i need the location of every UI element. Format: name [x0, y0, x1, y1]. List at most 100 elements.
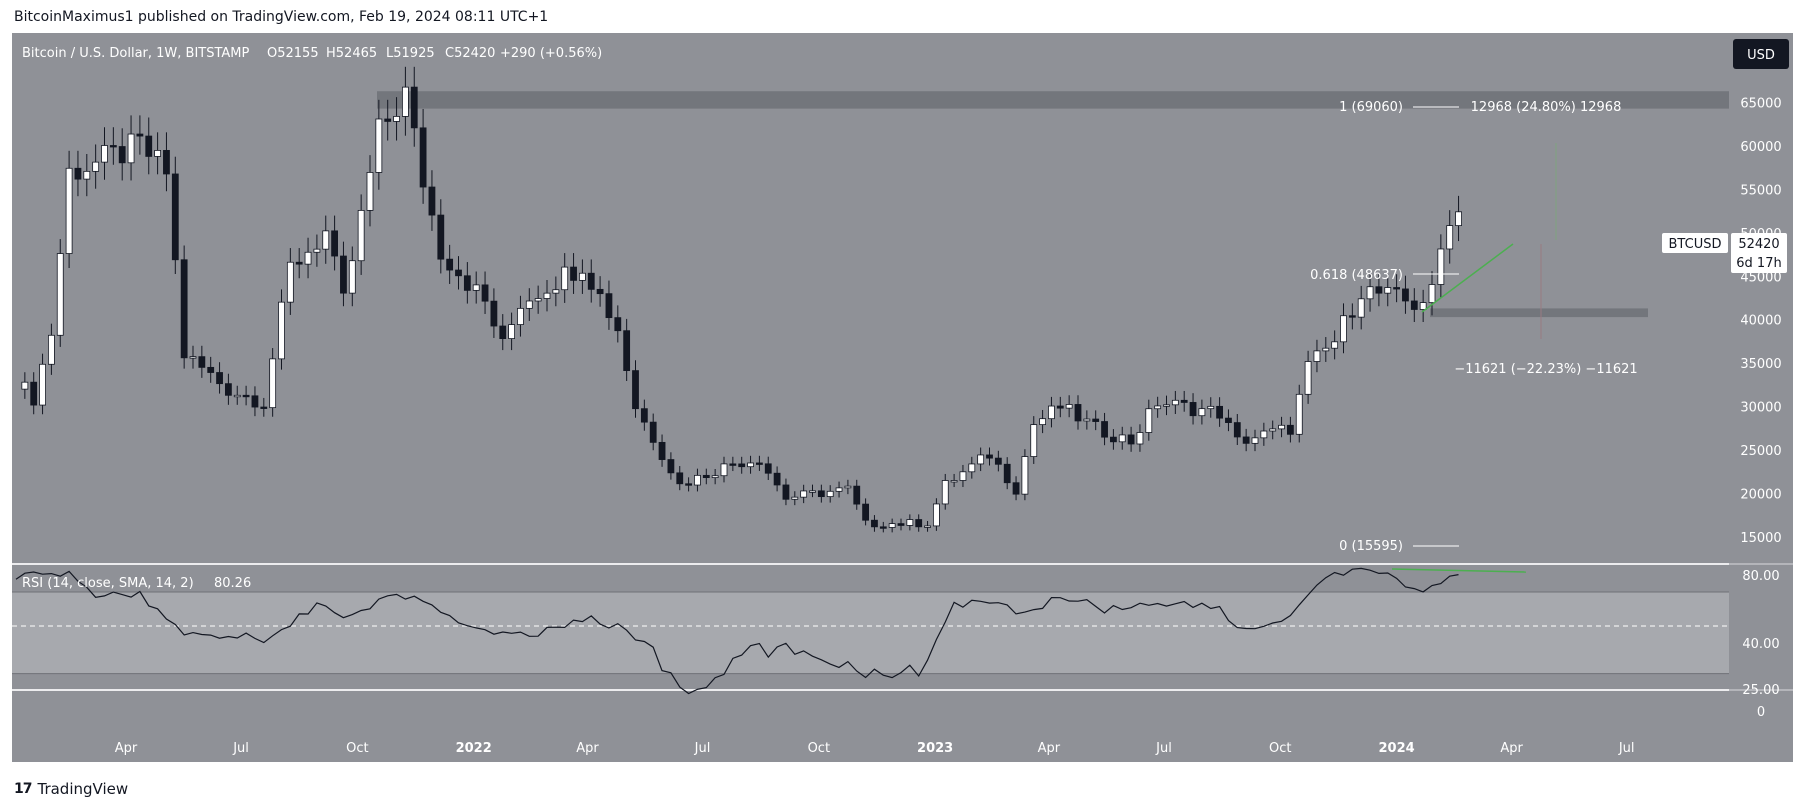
candle-body: [1110, 436, 1117, 443]
last-price-tag: BTCUSD 52420 6d 17h: [1662, 233, 1787, 273]
rsi-axis-ticks: 80.00 40.00 25.00 0: [1742, 569, 1779, 720]
time-tick-label: 2024: [1379, 741, 1415, 756]
candle-body: [543, 292, 551, 299]
candle-body: [1003, 463, 1011, 484]
candle-body: [1304, 361, 1312, 395]
candle-body: [463, 275, 471, 291]
candle-body: [233, 394, 241, 398]
candle-body: [437, 214, 445, 260]
rsi-band: [12, 592, 1729, 674]
candle-body: [1269, 428, 1277, 432]
legend-low: L51925: [386, 46, 435, 61]
candle-body: [1455, 211, 1462, 227]
candle-body: [455, 269, 462, 277]
candle-body: [968, 463, 976, 473]
candle-body: [154, 150, 162, 157]
candle-body: [393, 116, 400, 122]
candle-body: [897, 523, 905, 526]
candle-body: [570, 266, 577, 281]
candle-body: [596, 288, 604, 295]
candle-body: [826, 490, 834, 498]
candle-body: [694, 474, 701, 486]
candle-body: [941, 480, 949, 505]
candle-body: [375, 118, 383, 173]
main-pane-background: [12, 33, 1729, 563]
price-tag-symbol: BTCUSD: [1669, 237, 1722, 252]
candle-body: [260, 406, 268, 409]
candle-body: [180, 259, 188, 359]
candle-body: [835, 487, 843, 492]
candle-body: [782, 484, 790, 500]
candle-body: [1366, 286, 1374, 300]
candle-body: [702, 474, 710, 479]
candle-body: [888, 523, 896, 528]
currency-button[interactable]: USD: [1733, 39, 1789, 69]
price-tick-label: 40000: [1740, 314, 1781, 329]
candle-body: [490, 300, 498, 327]
candle-body: [986, 454, 993, 459]
candle-body: [1074, 404, 1082, 422]
price-tick-label: 55000: [1740, 183, 1781, 198]
legend-close: C52420: [445, 46, 495, 61]
candle-body: [773, 472, 781, 486]
candle-body: [304, 251, 312, 265]
candle-body: [1446, 225, 1454, 250]
candle-body: [171, 173, 179, 261]
candle-body: [340, 255, 347, 294]
candle-body: [1251, 437, 1259, 444]
candle-body: [1136, 432, 1144, 445]
candle-body: [1295, 393, 1303, 435]
price-chart[interactable]: 1500020000250003000035000400004500050000…: [0, 0, 1807, 775]
candle-body: [1340, 315, 1347, 343]
time-tick-label: Apr: [1038, 741, 1061, 756]
candle-body: [1393, 287, 1400, 290]
candle-body: [605, 293, 613, 319]
candle-body: [1083, 418, 1091, 422]
time-tick-label: Jul: [1155, 741, 1172, 756]
publisher-header: BitcoinMaximus1 published on TradingView…: [14, 9, 549, 25]
time-tick-label: Oct: [346, 741, 368, 756]
measure-upper-label: 12968 (24.80%) 12968: [1471, 100, 1622, 115]
candle-body: [1092, 418, 1100, 422]
fib-level-0: 0 (15595): [1339, 539, 1459, 554]
candle-body: [711, 475, 719, 479]
candle-body: [915, 519, 923, 528]
fib-label-0: 0 (15595): [1339, 539, 1403, 554]
candle-body: [1198, 408, 1206, 417]
measure-lower-label: −11621 (−22.23%) −11621: [1454, 362, 1637, 377]
time-tick-label: Oct: [1269, 741, 1291, 756]
candle-body: [1056, 405, 1064, 409]
candle-body: [101, 145, 108, 163]
fib-level-1: 1 (69060): [1339, 100, 1459, 115]
candle-body: [109, 145, 117, 148]
candle-body: [446, 258, 454, 271]
candle-body: [534, 298, 542, 302]
candle-body: [623, 330, 631, 371]
fib-label-0618: 0.618 (48637): [1310, 268, 1403, 283]
price-tick-label: 20000: [1740, 487, 1781, 502]
candle-body: [331, 230, 339, 257]
candle-body: [1065, 404, 1073, 409]
candle-body: [207, 366, 215, 373]
price-tick-label: 45000: [1740, 270, 1781, 285]
candle-body: [1384, 287, 1392, 294]
candle-body: [862, 503, 869, 521]
candle-body: [216, 372, 223, 385]
price-tick-label: 15000: [1740, 531, 1781, 546]
candle-body: [198, 356, 206, 368]
candle-body: [410, 86, 418, 129]
candle-body: [791, 496, 799, 500]
candle-body: [30, 381, 38, 406]
rsi-tick-label: 0: [1757, 705, 1765, 720]
candle-body: [1101, 421, 1108, 438]
candle-body: [295, 261, 303, 265]
candle-body: [1225, 417, 1232, 423]
candle-body: [994, 457, 1002, 465]
candle-body: [384, 118, 392, 122]
candle-body: [906, 519, 914, 526]
candle-body: [525, 300, 533, 309]
candle-body: [844, 485, 852, 489]
candle-body: [1189, 402, 1197, 417]
candle-body: [1428, 284, 1436, 303]
time-axis-ticks: Apr Jul Oct 2022 Apr Jul Oct 2023 Apr Jul Oct 2024 A…: [115, 741, 1635, 756]
